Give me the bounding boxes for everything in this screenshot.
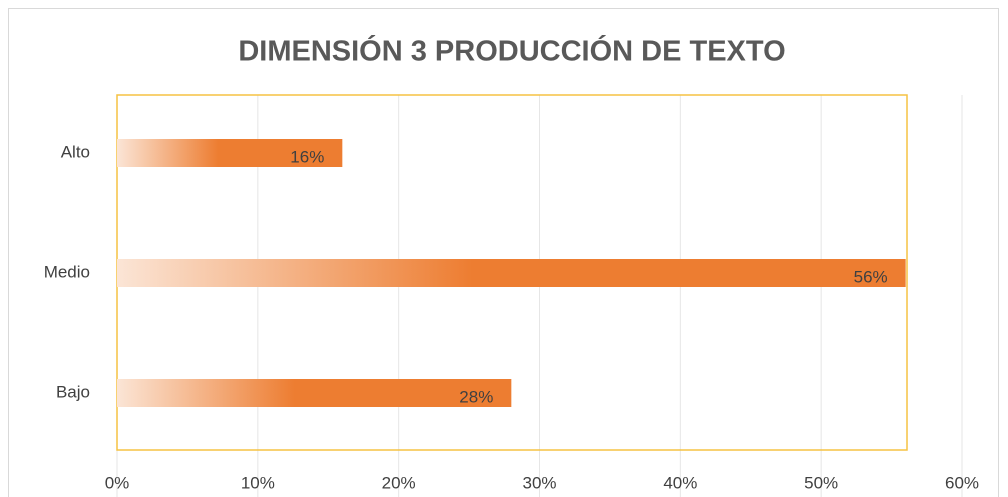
y-tick-label: Bajo (56, 382, 90, 401)
x-tick-label: 60% (945, 473, 979, 492)
bar (117, 379, 512, 407)
y-tick-label: Medio (44, 262, 90, 281)
x-tick-label: 50% (804, 473, 838, 492)
chart-border (8, 8, 999, 497)
x-tick-label: 0% (105, 473, 130, 492)
bar (117, 259, 906, 287)
bar (117, 139, 343, 167)
data-label: 28% (459, 387, 493, 406)
x-tick-label: 10% (241, 473, 275, 492)
x-tick-label: 40% (663, 473, 697, 492)
x-tick-label: 20% (382, 473, 416, 492)
x-tick-label: 30% (522, 473, 556, 492)
data-label: 16% (290, 147, 324, 166)
y-tick-label: Alto (61, 142, 90, 161)
data-label: 56% (854, 267, 888, 286)
chart-title: DIMENSIÓN 3 PRODUCCIÓN DE TEXTO (238, 34, 785, 68)
